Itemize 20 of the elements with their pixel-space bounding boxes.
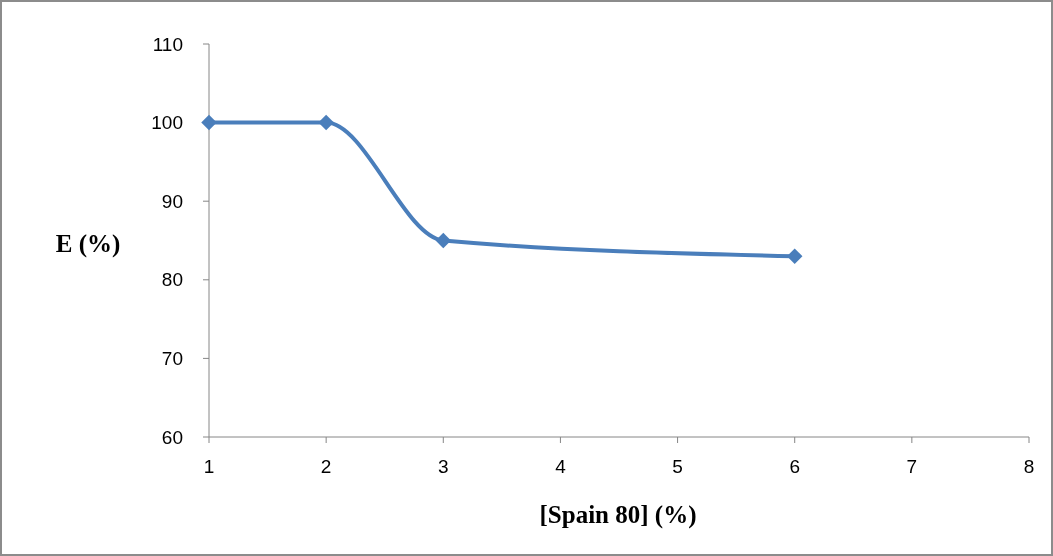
x-tick-label: 5 bbox=[672, 456, 683, 477]
x-tick-label: 2 bbox=[320, 456, 332, 477]
point bbox=[318, 114, 334, 131]
x-tick-label: 7 bbox=[906, 456, 918, 477]
x-tick-label: 1 bbox=[203, 456, 215, 477]
y-tick-label: 100 bbox=[151, 112, 183, 134]
point bbox=[201, 114, 217, 131]
y-tick-label: 110 bbox=[152, 33, 183, 55]
x-tick-label: 3 bbox=[438, 456, 449, 477]
y-tick-label: 90 bbox=[161, 190, 183, 212]
x-tick-label: 6 bbox=[789, 456, 800, 477]
y-tick-label: 80 bbox=[161, 269, 183, 291]
x-axis-title: [Spain 80] (%) bbox=[539, 501, 697, 529]
y-axis-title: E (%) bbox=[55, 230, 121, 258]
y-tick-label: 70 bbox=[161, 348, 183, 370]
point bbox=[435, 232, 452, 249]
x-tick-label: 8 bbox=[1023, 456, 1035, 477]
x-tick-label: 4 bbox=[555, 456, 567, 477]
point bbox=[786, 248, 803, 264]
y-tick-label: 60 bbox=[161, 426, 183, 448]
